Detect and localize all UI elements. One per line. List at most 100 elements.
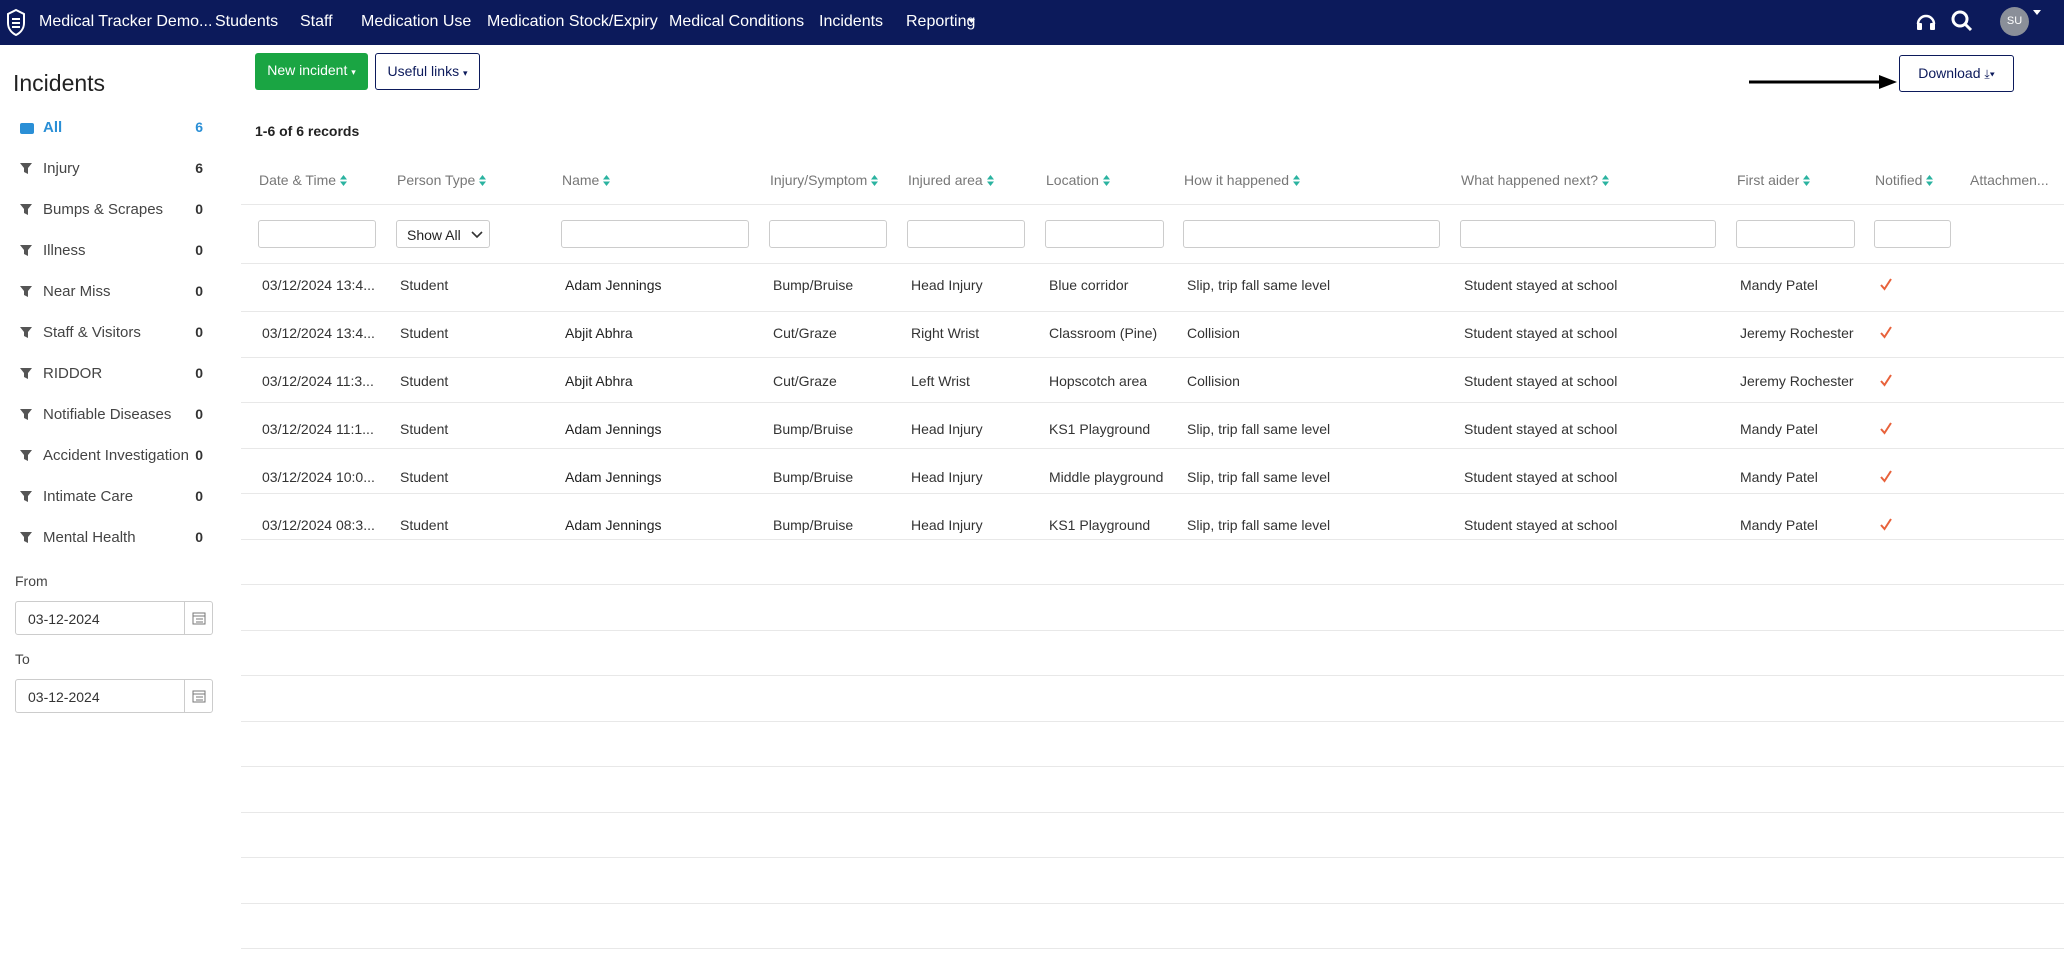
table-cell[interactable]: Adam Jennings <box>565 469 662 485</box>
date-input[interactable]: 03-12-2024 <box>15 679 213 713</box>
table-cell: Head Injury <box>911 277 983 293</box>
table-line <box>241 948 2064 949</box>
calendar-icon[interactable] <box>192 611 206 625</box>
filter-label[interactable]: Staff & Visitors <box>43 324 141 341</box>
navbar: SU Medical Tracker Demo... Students Staff M… <box>0 0 2064 45</box>
column-filter[interactable] <box>1045 220 1164 248</box>
person-type-filter[interactable]: Show All <box>396 220 490 248</box>
column-filter[interactable] <box>907 220 1025 248</box>
nav-item[interactable]: Medical Conditions <box>669 13 805 30</box>
table-cell: Bump/Bruise <box>773 421 854 437</box>
table-line <box>241 766 2064 767</box>
filter-label[interactable]: Illness <box>43 242 86 259</box>
table-cell: Student stayed at school <box>1464 325 1618 341</box>
column-filter[interactable] <box>561 220 749 248</box>
table-cell: Student stayed at school <box>1464 373 1618 389</box>
sidebar-title: Incidents <box>13 70 106 96</box>
nav-item[interactable]: Reporting <box>906 13 976 30</box>
filter-icon <box>20 532 32 543</box>
filter-label[interactable]: All <box>43 119 63 136</box>
filter-label[interactable]: RIDDOR <box>43 365 103 382</box>
column-header[interactable]: How it happened <box>1184 172 1300 188</box>
filter-text: Show All <box>407 227 461 243</box>
date-input[interactable]: 03-12-2024 <box>15 601 213 635</box>
column-header[interactable]: What happened next? <box>1461 172 1609 188</box>
column-header[interactable]: Attachmen... <box>1970 172 2049 188</box>
filter-label[interactable]: Intimate Care <box>43 488 134 505</box>
table-line <box>241 629 2064 631</box>
table-cell: Student stayed at school <box>1464 421 1618 437</box>
column-filter[interactable] <box>1736 220 1855 248</box>
column-header[interactable]: Person Type <box>397 172 487 188</box>
filter-count: 6 <box>195 160 203 176</box>
avatar[interactable]: SU <box>2000 7 2029 36</box>
column-header[interactable]: Date & Time <box>259 172 347 188</box>
table-cell: Slip, trip fall same level <box>1187 421 1331 437</box>
nav-item[interactable]: Medication Stock/Expiry <box>487 13 658 30</box>
column-header[interactable]: Injured area <box>908 172 994 188</box>
nav-item[interactable]: Incidents <box>819 13 884 30</box>
nav-item[interactable]: Staff <box>300 13 333 30</box>
filter-label[interactable]: Bumps & Scrapes <box>43 201 164 218</box>
column-header[interactable]: First aider <box>1737 172 1811 188</box>
column-filter[interactable] <box>1874 220 1951 248</box>
download-button[interactable]: Download ⤓▾ <box>1899 55 2014 92</box>
filter-icon <box>20 163 32 174</box>
table-cell[interactable]: Abjit Abhra <box>565 325 633 341</box>
filter-icon <box>20 327 32 338</box>
filter-icon <box>20 450 32 461</box>
filter-icon <box>20 409 32 420</box>
calendar-icon[interactable] <box>192 689 206 703</box>
table-cell: Slip, trip fall same level <box>1187 469 1331 485</box>
notified-check <box>1880 278 1892 291</box>
column-header[interactable]: Injury/Symptom <box>770 172 879 188</box>
table-cell[interactable]: Abjit Abhra <box>565 373 633 389</box>
table-cell: Bump/Bruise <box>773 517 854 533</box>
column-filter[interactable] <box>1183 220 1440 248</box>
filter-icon <box>20 245 32 256</box>
support-icon[interactable] <box>1914 10 1938 34</box>
date-value: 03-12-2024 <box>28 689 100 705</box>
brand[interactable]: Medical Tracker Demo... <box>39 13 213 30</box>
table-cell: 03/12/2024 08:3... <box>262 517 375 533</box>
nav-item[interactable]: Students <box>215 13 279 30</box>
table-line <box>241 720 2064 722</box>
caret <box>2033 10 2041 15</box>
search-icon[interactable] <box>1950 9 1974 33</box>
column-header[interactable]: Name <box>562 172 611 188</box>
filter-label[interactable]: Near Miss <box>43 283 111 300</box>
column-header[interactable]: Location <box>1046 172 1110 188</box>
table-cell[interactable]: Adam Jennings <box>565 421 662 437</box>
filter-count: 0 <box>195 529 203 545</box>
filter-icon <box>20 123 34 134</box>
column-filter[interactable] <box>258 220 376 248</box>
logo <box>7 8 25 36</box>
useful-links-button[interactable]: Useful links ▾ <box>375 53 480 90</box>
table-cell[interactable]: Adam Jennings <box>565 277 662 293</box>
filter-label[interactable]: Notifiable Diseases <box>43 406 172 423</box>
table-cell: Mandy Patel <box>1740 517 1818 533</box>
button-label: Useful links <box>387 63 460 79</box>
filter-label[interactable]: Injury <box>43 160 80 177</box>
filter-label[interactable]: Mental Health <box>43 529 136 546</box>
date-label: From <box>15 573 48 589</box>
filter-count: 0 <box>195 201 203 217</box>
table-cell: Mandy Patel <box>1740 469 1818 485</box>
filter-count: 0 <box>195 324 203 340</box>
new-incident-button[interactable]: New incident ▾ <box>255 53 368 90</box>
column-filter[interactable] <box>769 220 887 248</box>
table-cell: 03/12/2024 10:0... <box>262 469 375 485</box>
date-value: 03-12-2024 <box>28 611 100 627</box>
column-header[interactable]: Notified <box>1875 172 1934 188</box>
table-cell[interactable]: Adam Jennings <box>565 517 662 533</box>
table-cell: Bump/Bruise <box>773 277 854 293</box>
nav-item[interactable]: Medication Use <box>361 13 472 30</box>
column-filter[interactable] <box>1460 220 1716 248</box>
table-cell: Student <box>400 325 449 341</box>
table-cell: Student stayed at school <box>1464 277 1618 293</box>
table-cell: Right Wrist <box>911 325 980 341</box>
filter-label[interactable]: Accident Investigation <box>43 447 189 464</box>
table-line <box>241 538 2064 540</box>
table-cell: 03/12/2024 13:4... <box>262 325 375 341</box>
